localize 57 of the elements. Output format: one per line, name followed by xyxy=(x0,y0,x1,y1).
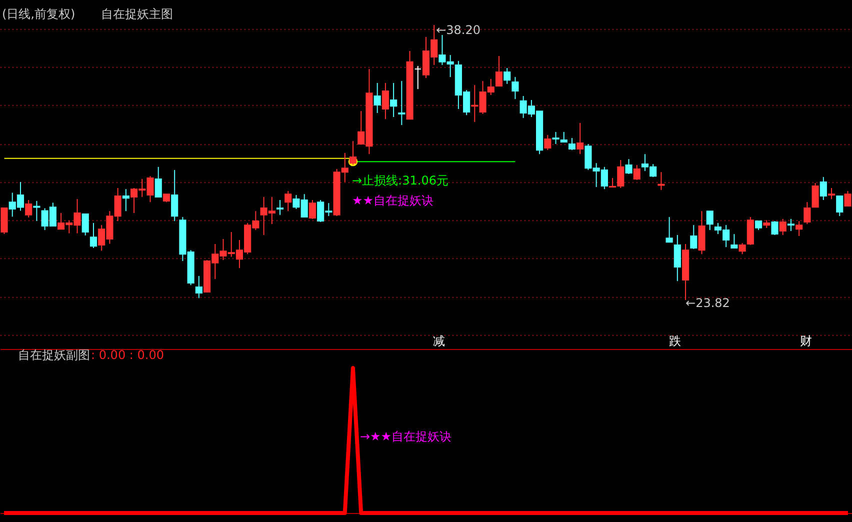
candlestick xyxy=(828,187,836,200)
candlestick xyxy=(576,122,584,155)
candlestick xyxy=(308,200,316,220)
chart-title: 自在捉妖副图 xyxy=(18,348,90,362)
candlestick xyxy=(512,76,519,100)
candlestick xyxy=(414,65,422,90)
candlestick xyxy=(568,138,576,151)
candlestick xyxy=(374,82,381,114)
annotation: ←38.20 xyxy=(436,23,481,37)
candlestick xyxy=(804,202,811,225)
candlestick xyxy=(495,55,503,87)
candlestick xyxy=(154,166,162,198)
candlestick xyxy=(771,220,778,236)
candlestick xyxy=(658,172,665,191)
candlestick xyxy=(382,82,389,120)
candlestick xyxy=(666,216,673,243)
text: 跌 xyxy=(669,334,681,348)
candlestick xyxy=(730,234,738,249)
candlestick xyxy=(812,182,819,208)
candlestick xyxy=(690,224,698,250)
text: 财 xyxy=(800,334,812,348)
candlestick xyxy=(276,200,284,216)
candlestick xyxy=(625,158,632,174)
text: 减 xyxy=(433,334,445,348)
candlestick xyxy=(25,200,32,218)
candlestick xyxy=(398,80,406,126)
candlestick xyxy=(544,134,552,151)
chart-title: (日线,前复权) xyxy=(2,7,76,21)
annotation: ←23.82 xyxy=(686,296,730,310)
candlestick xyxy=(560,131,568,143)
annotation: →★★自在捉妖诀 xyxy=(360,430,452,444)
annotation: ★★自在捉妖诀 xyxy=(352,194,434,208)
candlestick xyxy=(390,82,398,118)
candlestick xyxy=(738,242,746,255)
candlestick xyxy=(706,210,714,231)
candlestick xyxy=(82,213,89,236)
candlestick xyxy=(171,169,178,222)
candlestick xyxy=(195,275,202,299)
candlestick xyxy=(796,220,803,236)
candlestick xyxy=(844,190,852,206)
candlestick xyxy=(746,216,754,246)
candlestick xyxy=(674,234,681,282)
chart-subtitle: 自在捉妖主图 xyxy=(101,7,173,21)
text: : 0.00 : 0.00 xyxy=(91,348,164,362)
candlestick xyxy=(820,176,827,201)
annotation: →止损线:31.06元 xyxy=(352,174,448,188)
candlestick xyxy=(779,218,786,236)
candlestick xyxy=(504,68,511,84)
candlestick xyxy=(33,200,40,222)
candlestick xyxy=(552,131,560,144)
candlestick xyxy=(787,218,795,232)
candlestick xyxy=(284,190,292,212)
candlestick xyxy=(122,188,130,212)
candlestick xyxy=(633,164,640,180)
candlestick xyxy=(0,208,8,235)
candlestick xyxy=(836,195,844,217)
candlestick xyxy=(90,222,98,249)
